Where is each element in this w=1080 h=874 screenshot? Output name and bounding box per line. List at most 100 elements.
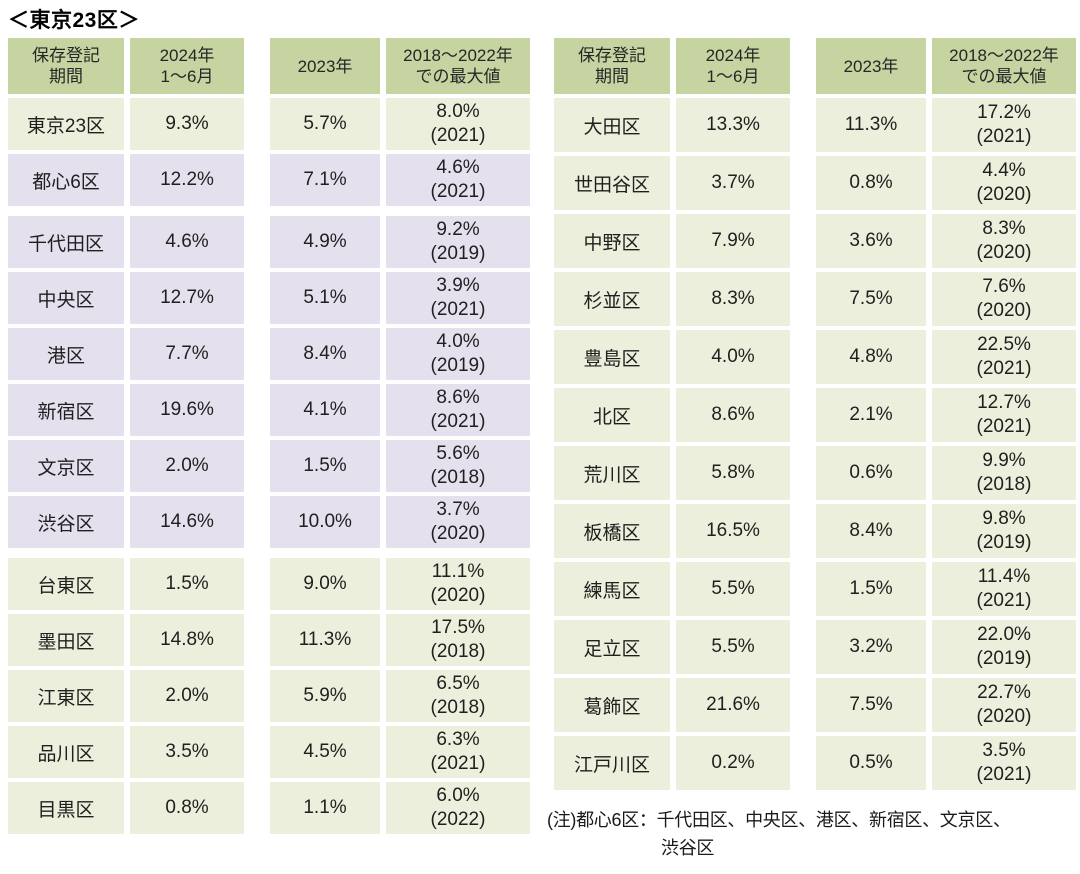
value-2024-cell: 5.5% (676, 620, 790, 674)
value-2023: 7.1% (303, 169, 347, 190)
value-2024-cell: 0.8% (130, 782, 244, 834)
value-2023-cell: 3.2% (816, 620, 926, 674)
max-value-year: (2022) (430, 809, 486, 830)
max-value-cell: 12.7% (2021) (932, 388, 1076, 442)
ward-name: 荒川区 (583, 464, 641, 486)
table-header-row: 保存登記 期間 2024年 1〜6月 2023年 2018〜2022年 での最大値 (554, 38, 1076, 94)
table-row: 中央区 12.7% 5.1% 3.9% (2021) (8, 272, 530, 324)
max-value: 11.1% (431, 561, 485, 582)
ward-name-cell: 豊島区 (554, 330, 670, 384)
value-2024-cell: 2.0% (130, 440, 244, 492)
max-value: 22.5% (977, 334, 1031, 355)
value-2024-cell: 12.2% (130, 154, 244, 206)
ward-table-right: 保存登記 期間 2024年 1〜6月 2023年 2018〜2022年 での最大値 大田区 13… (554, 38, 1076, 794)
max-value-year: (2021) (976, 358, 1032, 379)
value-2023-cell: 9.0% (270, 558, 380, 610)
ward-name-cell: 中央区 (8, 272, 124, 324)
table-row: 豊島区 4.0% 4.8% 22.5% (2021) (554, 330, 1076, 384)
max-value-cell: 4.6% (2021) (386, 154, 530, 206)
value-2024: 19.6% (160, 399, 214, 420)
ward-name-cell: 墨田区 (8, 614, 124, 666)
value-2023-cell: 1.5% (816, 562, 926, 616)
max-value: 7.6% (982, 276, 1026, 297)
table-header-row: 保存登記 期間 2024年 1〜6月 2023年 2018〜2022年 での最大値 (8, 38, 530, 94)
max-value: 4.4% (982, 160, 1026, 181)
value-2023-cell: 0.8% (816, 156, 926, 210)
max-value: 22.7% (977, 682, 1031, 703)
max-value-year: (2021) (430, 125, 486, 146)
table-row: 中野区 7.9% 3.6% 8.3% (2020) (554, 214, 1076, 268)
value-2023-cell: 8.4% (816, 504, 926, 558)
value-2024: 2.0% (165, 685, 209, 706)
value-2023-cell: 5.1% (270, 272, 380, 324)
max-value-year: (2021) (976, 590, 1032, 611)
value-2023-cell: 5.7% (270, 98, 380, 150)
table-row: 北区 8.6% 2.1% 12.7% (2021) (554, 388, 1076, 442)
ward-name: 豊島区 (583, 348, 641, 370)
max-value-year: (2021) (430, 411, 486, 432)
max-value: 8.3% (982, 218, 1026, 239)
header-line: 2024年 (159, 46, 215, 65)
value-2024-cell: 0.2% (676, 736, 790, 790)
value-2024: 21.6% (706, 694, 760, 715)
table-row: 板橋区 16.5% 8.4% 9.8% (2019) (554, 504, 1076, 558)
max-value: 11.4% (977, 566, 1031, 587)
header-line: 2023年 (843, 56, 899, 76)
value-2024: 9.3% (165, 113, 209, 134)
value-2024-cell: 3.7% (676, 156, 790, 210)
ward-name-cell: 葛飾区 (554, 678, 670, 732)
max-value-year: (2020) (430, 585, 486, 606)
ward-name-cell: 北区 (554, 388, 670, 442)
header-line: 2018〜2022年 (949, 46, 1059, 65)
value-2023-cell: 5.9% (270, 670, 380, 722)
header-cell-1: 2024年 1〜6月 (676, 38, 790, 94)
table-row: 世田谷区 3.7% 0.8% 4.4% (2020) (554, 156, 1076, 210)
value-2023: 7.5% (849, 694, 893, 715)
header-line: 期間 (49, 67, 83, 86)
ward-name-cell: 文京区 (8, 440, 124, 492)
table-row: 新宿区 19.6% 4.1% 8.6% (2021) (8, 384, 530, 436)
table-row: 台東区 1.5% 9.0% 11.1% (2020) (8, 558, 530, 610)
ward-name-cell: 目黒区 (8, 782, 124, 834)
table-row: 目黒区 0.8% 1.1% 6.0% (2022) (8, 782, 530, 834)
ward-name-cell: 都心6区 (8, 154, 124, 206)
value-2024-cell: 9.3% (130, 98, 244, 150)
max-value: 3.7% (436, 499, 480, 520)
ward-name-cell: 江東区 (8, 670, 124, 722)
value-2024: 14.8% (160, 629, 214, 650)
ward-name-cell: 新宿区 (8, 384, 124, 436)
max-value-cell: 7.6% (2020) (932, 272, 1076, 326)
value-2024-cell: 4.6% (130, 216, 244, 268)
max-value-cell: 22.7% (2020) (932, 678, 1076, 732)
max-value-year: (2021) (430, 181, 486, 202)
value-2023-cell: 1.1% (270, 782, 380, 834)
value-2024: 0.2% (711, 752, 755, 773)
table-row: 渋谷区 14.6% 10.0% 3.7% (2020) (8, 496, 530, 548)
value-2024-cell: 8.3% (676, 272, 790, 326)
header-cell-3: 2018〜2022年 での最大値 (932, 38, 1076, 94)
ward-name-cell: 千代田区 (8, 216, 124, 268)
value-2024: 3.7% (711, 172, 755, 193)
max-value-cell: 3.9% (2021) (386, 272, 530, 324)
header-line: 2024年 (705, 46, 761, 65)
max-value-cell: 3.7% (2020) (386, 496, 530, 548)
ward-name-cell: 練馬区 (554, 562, 670, 616)
ward-name: 江東区 (37, 687, 95, 709)
value-2023: 1.1% (303, 797, 347, 818)
value-2023-cell: 4.5% (270, 726, 380, 778)
max-value-cell: 22.0% (2019) (932, 620, 1076, 674)
value-2024: 4.6% (165, 231, 209, 252)
max-value-year: (2021) (976, 416, 1032, 437)
value-2024-cell: 12.7% (130, 272, 244, 324)
value-2023: 4.1% (303, 399, 347, 420)
max-value-cell: 3.5% (2021) (932, 736, 1076, 790)
value-2023: 3.6% (849, 230, 893, 251)
value-2024-cell: 7.9% (676, 214, 790, 268)
value-2024: 14.6% (160, 511, 214, 532)
value-2023-cell: 8.4% (270, 328, 380, 380)
max-value-year: (2018) (976, 474, 1032, 495)
max-value-cell: 5.6% (2018) (386, 440, 530, 492)
value-2024: 7.9% (711, 230, 755, 251)
value-2024-cell: 8.6% (676, 388, 790, 442)
max-value: 6.3% (436, 729, 480, 750)
